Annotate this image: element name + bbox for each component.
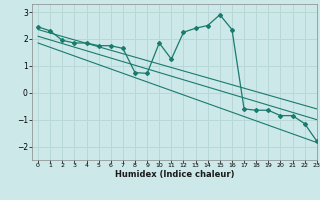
X-axis label: Humidex (Indice chaleur): Humidex (Indice chaleur): [115, 170, 234, 179]
